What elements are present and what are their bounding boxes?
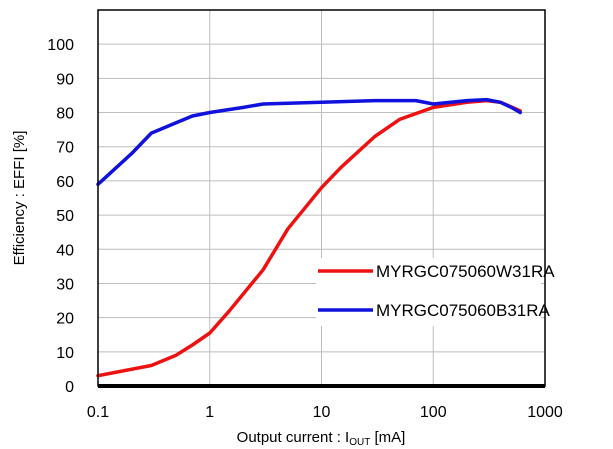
x-tick-label: 1000 <box>527 404 563 421</box>
x-tick-label: 10 <box>313 404 331 421</box>
x-axis-baseline <box>98 384 545 388</box>
y-tick-label: 70 <box>56 140 74 157</box>
x-tick-label: 0.1 <box>87 404 109 421</box>
legend-label-b31ra: MYRGC075060B31RA <box>376 301 551 320</box>
y-tick-label: 30 <box>56 276 74 293</box>
x-axis-title-subscript: OUT <box>349 437 370 448</box>
y-tick-label: 60 <box>56 174 74 191</box>
y-tick-label: 100 <box>47 37 74 54</box>
x-tick-label: 100 <box>420 404 447 421</box>
x-axis-title-unit: [mA] <box>370 429 405 446</box>
x-axis-title-main: Output current : I <box>237 429 350 446</box>
y-tick-label: 0 <box>65 379 74 396</box>
legend-label-w31ra: MYRGC075060W31RA <box>376 262 555 281</box>
y-tick-label: 90 <box>56 71 74 88</box>
y-tick-label: 80 <box>56 106 74 123</box>
y-tick-labels: 0 10 20 30 40 50 60 70 80 90 100 <box>47 37 74 396</box>
x-tick-labels: 0.1 1 10 100 1000 <box>87 404 563 421</box>
legend: MYRGC075060W31RA MYRGC075060B31RA <box>316 258 555 326</box>
series-lines <box>96 97 522 378</box>
x-axis-title: Output current : IOUT [mA] <box>237 429 406 448</box>
series-line-1 <box>96 97 522 187</box>
x-tick-label: 1 <box>205 404 214 421</box>
y-tick-label: 10 <box>56 345 74 362</box>
y-tick-label: 50 <box>56 208 74 225</box>
y-tick-label: 20 <box>56 311 74 328</box>
y-tick-label: 40 <box>56 242 74 259</box>
y-axis-title: Efficiency : EFFI [%] <box>11 131 28 266</box>
